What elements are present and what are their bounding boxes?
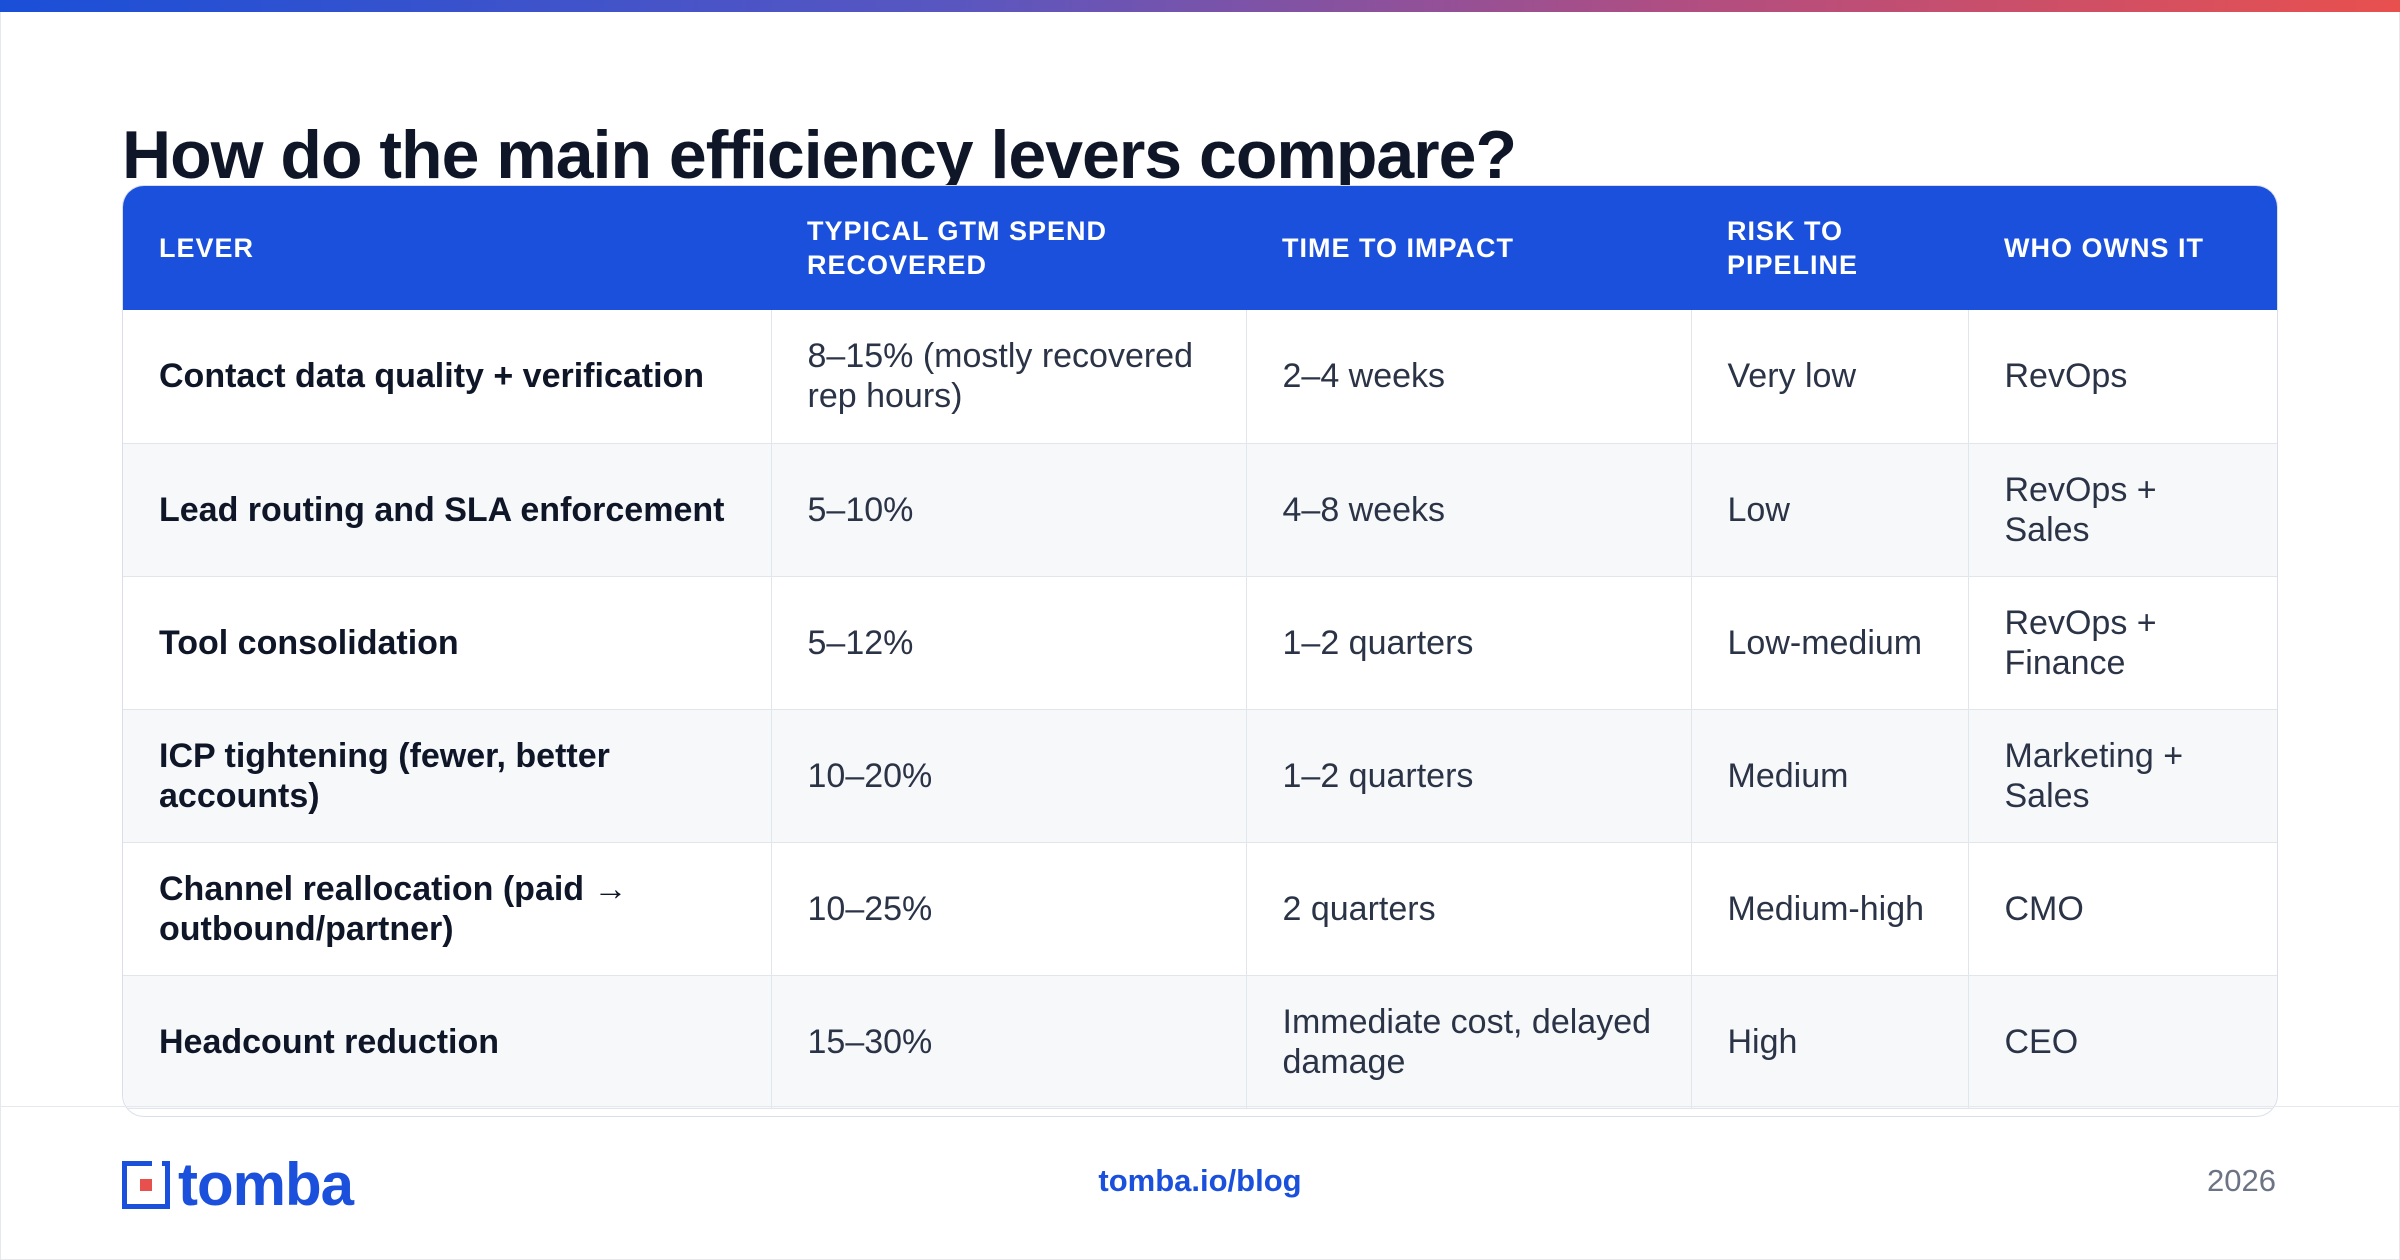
tomba-logo-mark-icon: [122, 1161, 170, 1209]
header-risk-to-pipeline: RISK TO PIPELINE: [1691, 186, 1968, 310]
page-title: How do the main efficiency levers compar…: [122, 117, 1517, 193]
header-owner: WHO OWNS IT: [1968, 186, 2277, 310]
cell-spend: 15–30%: [771, 975, 1247, 1109]
cell-lever: Headcount reduction: [123, 975, 772, 1109]
cell-time: 1–2 quarters: [1246, 709, 1692, 843]
cell-spend: 8–15% (mostly recovered rep hours): [771, 310, 1247, 444]
cell-owner: RevOps: [1968, 310, 2277, 444]
footer-divider: [0, 1106, 2400, 1107]
table-row: ICP tightening (fewer, better accounts) …: [123, 709, 2277, 843]
cell-risk: High: [1691, 975, 1969, 1109]
cell-risk: Medium: [1691, 709, 1969, 843]
cell-owner: Marketing + Sales: [1968, 709, 2277, 843]
cell-lever: Lead routing and SLA enforcement: [123, 443, 772, 577]
cell-risk: Very low: [1691, 310, 1969, 444]
footer-year: 2026: [2207, 1163, 2276, 1198]
cell-owner: CMO: [1968, 842, 2277, 976]
cell-spend: 5–10%: [771, 443, 1247, 577]
logo-wordmark: tomba: [178, 1151, 354, 1218]
top-gradient-bar: [0, 0, 2400, 12]
cell-time: Immediate cost, delayed damage: [1246, 975, 1692, 1109]
cell-time: 2 quarters: [1246, 842, 1692, 976]
header-lever: LEVER: [123, 186, 771, 310]
cell-spend: 10–25%: [771, 842, 1247, 976]
table-row: Tool consolidation 5–12% 1–2 quarters Lo…: [123, 576, 2277, 710]
cell-risk: Low: [1691, 443, 1969, 577]
cell-time: 1–2 quarters: [1246, 576, 1692, 710]
cell-lever: Channel reallocation (paid → outbound/pa…: [123, 842, 772, 976]
table-row: Channel reallocation (paid → outbound/pa…: [123, 842, 2277, 976]
header-spend-recovered: TYPICAL GTM SPEND RECOVERED: [771, 186, 1246, 310]
cell-spend: 5–12%: [771, 576, 1247, 710]
footer-link[interactable]: tomba.io/blog: [1098, 1163, 1302, 1198]
tomba-logo[interactable]: tomba: [122, 1151, 354, 1218]
cell-lever: Tool consolidation: [123, 576, 772, 710]
table-row: Contact data quality + verification 8–15…: [123, 310, 2277, 444]
table-row: Lead routing and SLA enforcement 5–10% 4…: [123, 443, 2277, 577]
cell-owner: RevOps + Sales: [1968, 443, 2277, 577]
comparison-table: LEVER TYPICAL GTM SPEND RECOVERED TIME T…: [122, 185, 2278, 1117]
cell-time: 2–4 weeks: [1246, 310, 1692, 444]
cell-lever: ICP tightening (fewer, better accounts): [123, 709, 772, 843]
cell-lever: Contact data quality + verification: [123, 310, 772, 444]
table-row: Headcount reduction 15–30% Immediate cos…: [123, 975, 2277, 1109]
cell-owner: RevOps + Finance: [1968, 576, 2277, 710]
cell-time: 4–8 weeks: [1246, 443, 1692, 577]
table-header-row: LEVER TYPICAL GTM SPEND RECOVERED TIME T…: [123, 186, 2277, 310]
header-time-to-impact: TIME TO IMPACT: [1246, 186, 1691, 310]
cell-owner: CEO: [1968, 975, 2277, 1109]
cell-risk: Low-medium: [1691, 576, 1969, 710]
cell-risk: Medium-high: [1691, 842, 1969, 976]
cell-spend: 10–20%: [771, 709, 1247, 843]
